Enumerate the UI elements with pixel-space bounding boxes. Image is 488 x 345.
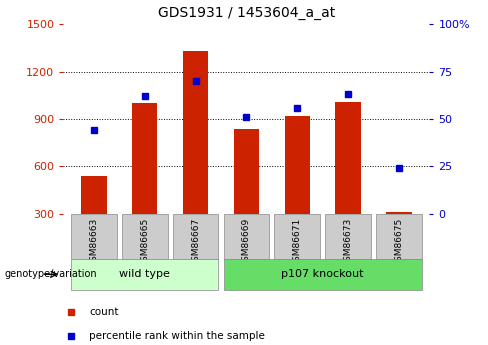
FancyBboxPatch shape <box>71 214 117 259</box>
Text: p107 knockout: p107 knockout <box>282 269 364 279</box>
Bar <box>183 51 208 214</box>
Text: percentile rank within the sample: percentile rank within the sample <box>89 332 265 342</box>
Text: GSM86667: GSM86667 <box>191 217 200 267</box>
Text: GSM86673: GSM86673 <box>344 217 353 267</box>
Bar <box>234 128 259 214</box>
FancyBboxPatch shape <box>71 259 219 290</box>
Bar <box>132 103 158 214</box>
Text: GSM86671: GSM86671 <box>293 217 302 267</box>
Bar <box>285 116 310 214</box>
Text: GSM86663: GSM86663 <box>89 217 99 267</box>
FancyBboxPatch shape <box>325 214 371 259</box>
FancyBboxPatch shape <box>376 214 422 259</box>
FancyBboxPatch shape <box>224 214 269 259</box>
Bar <box>81 176 107 214</box>
Bar <box>335 102 361 214</box>
Bar <box>386 212 412 214</box>
Text: GSM86665: GSM86665 <box>140 217 149 267</box>
FancyBboxPatch shape <box>274 214 320 259</box>
Text: count: count <box>89 307 119 317</box>
Text: GSM86669: GSM86669 <box>242 217 251 267</box>
Title: GDS1931 / 1453604_a_at: GDS1931 / 1453604_a_at <box>158 6 335 20</box>
FancyBboxPatch shape <box>122 214 168 259</box>
Text: genotype/variation: genotype/variation <box>5 269 98 279</box>
Text: GSM86675: GSM86675 <box>394 217 404 267</box>
Text: wild type: wild type <box>120 269 170 279</box>
FancyBboxPatch shape <box>173 214 219 259</box>
FancyBboxPatch shape <box>224 259 422 290</box>
